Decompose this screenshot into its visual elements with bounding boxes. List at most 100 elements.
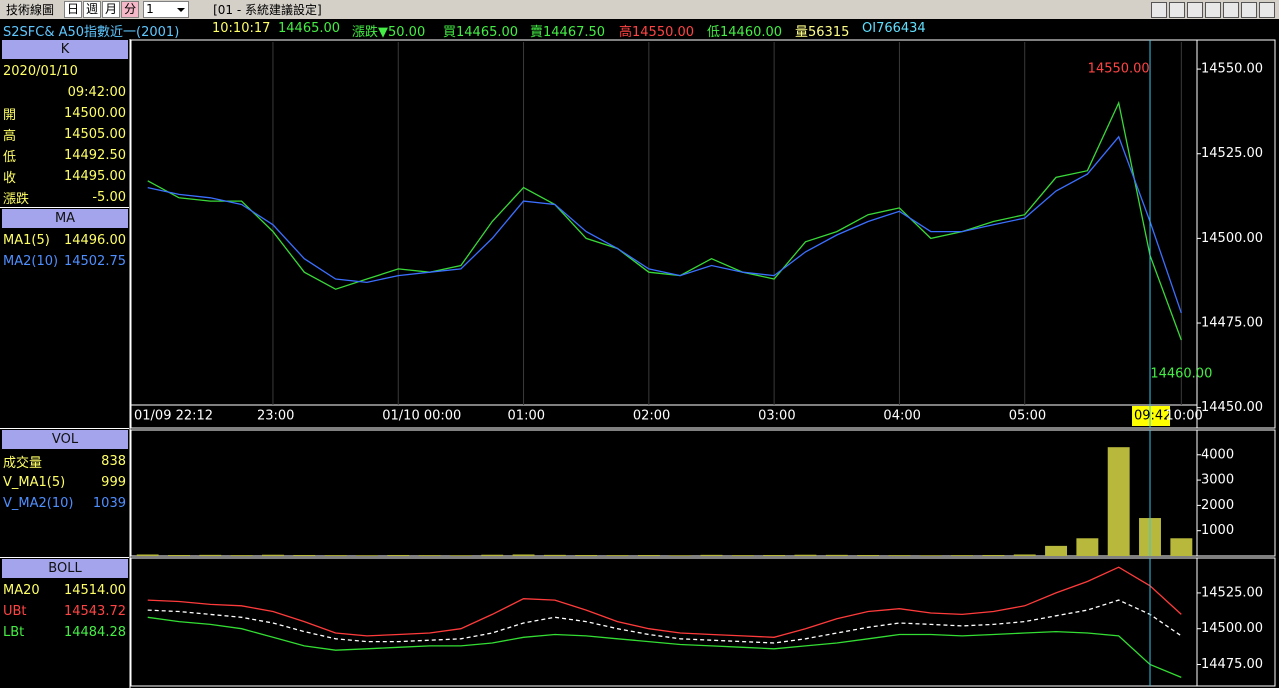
bar [1170, 538, 1193, 556]
row-label: MA1(5) [3, 233, 50, 248]
row-value: 1039 [92, 496, 126, 511]
btn[interactable] [1169, 2, 1185, 18]
quote-item: 賣14467.50 [530, 25, 606, 40]
panel-row: 成交量 838 [3, 451, 126, 472]
row-label: 收 [3, 171, 17, 186]
panel-row: MA1(5) 14496.00 [3, 230, 126, 251]
bar [449, 555, 472, 556]
window-buttons [1151, 2, 1275, 18]
quote-item: 買14465.00 [443, 25, 519, 40]
annotation: 14460.00 [1150, 366, 1212, 381]
panel-row: 2020/01/10 [3, 61, 126, 82]
bar [230, 555, 253, 556]
bar [794, 554, 817, 556]
btn[interactable] [1241, 2, 1257, 18]
row-label: 2020/01/10 [3, 64, 78, 79]
row-value: 09:42:00 [67, 85, 126, 100]
row-value: 999 [101, 475, 126, 490]
bar [418, 555, 441, 556]
row-label: 高 [3, 129, 17, 144]
quote-item: 量56315 [795, 25, 850, 40]
btn[interactable] [1187, 2, 1203, 18]
y-tick-label: 3000 [1201, 473, 1234, 488]
bar [199, 554, 222, 556]
quote-item: 漲跌▼50.00 [352, 25, 426, 40]
row-value: 838 [101, 454, 126, 469]
y-tick-label: 14475.00 [1201, 657, 1263, 672]
quote-item: 高14550.00 [619, 25, 695, 40]
panel-row: 漲跌 -5.00 [3, 187, 126, 208]
row-value: 14514.00 [63, 583, 126, 598]
bar [261, 554, 284, 556]
panel-row: 低 14492.50 [3, 145, 126, 166]
x-tick-label: 05:00 [1009, 409, 1046, 424]
separator [0, 428, 129, 429]
info-panel: K 2020/01/10 09:42:00 開 14500.00 高 14505.00 低 14… [0, 39, 129, 688]
y-tick-label: 14525.00 [1201, 585, 1263, 600]
panel-header: VOL [2, 430, 128, 449]
row-label: V_MA1(5) [3, 475, 66, 490]
bar [324, 555, 347, 556]
btn[interactable] [1151, 2, 1167, 18]
btn[interactable] [1259, 2, 1275, 18]
y-tick-label: 14550.00 [1201, 62, 1263, 77]
panel-row: V_MA2(10) 1039 [3, 493, 126, 514]
bar [857, 554, 880, 556]
series-line [147, 616, 1182, 679]
row-value: 14502.75 [63, 254, 126, 269]
panel-row: 高 14505.00 [3, 124, 126, 145]
bar [512, 554, 535, 556]
x-tick-label: 02:00 [633, 409, 670, 424]
y-tick-label: 14500.00 [1201, 231, 1263, 246]
setting-label[interactable]: [01 - 系統建議設定] [213, 3, 322, 17]
row-value: 14484.28 [63, 625, 126, 640]
bar [951, 555, 974, 556]
bar [1045, 545, 1068, 556]
annotation: 14550.00 [1088, 62, 1150, 77]
row-label: 成交量 [3, 456, 43, 471]
quote-bar: S2SFC& A50指數近一(2001) 10:10:17 14465.00 漲跌▼5… [0, 19, 1279, 40]
period-button[interactable]: 週 [83, 1, 102, 18]
panel-frame [130, 429, 1276, 557]
row-label: 漲跌 [3, 192, 30, 207]
quote-item: S2SFC& A50指數近一(2001) [3, 25, 180, 40]
bar [575, 554, 598, 556]
period-button[interactable]: 日 [64, 1, 83, 18]
x-tick-label: 09:42 [1134, 409, 1171, 424]
series-line [147, 566, 1182, 638]
panel-header: MA [2, 209, 128, 228]
quote-item: OI766434 [862, 21, 926, 36]
row-label: MA20 [3, 583, 40, 598]
x-tick-label: 23:00 [257, 409, 294, 424]
bar [700, 554, 723, 556]
bar [888, 555, 911, 556]
bar [982, 554, 1005, 556]
bar [168, 554, 190, 556]
interval-select[interactable]: 1 [143, 1, 190, 18]
separator [0, 207, 129, 208]
period-button[interactable]: 分 [121, 1, 140, 18]
bar [669, 555, 692, 556]
row-label: 開 [3, 108, 17, 123]
row-value: 14543.72 [63, 604, 126, 619]
bar [1013, 554, 1036, 556]
bar [825, 554, 848, 556]
period-group: 日週月分 [64, 1, 140, 18]
quote-item: 10:10:17 [212, 21, 271, 36]
row-label: 低 [3, 150, 17, 165]
btn[interactable] [1223, 2, 1239, 18]
bar [481, 554, 504, 556]
btn[interactable] [1205, 2, 1221, 18]
bar [355, 555, 378, 556]
bar [543, 554, 566, 556]
period-button[interactable]: 月 [102, 1, 121, 18]
y-tick-label: 1000 [1201, 523, 1234, 538]
toolbar-title: 技術線圖 [6, 3, 55, 17]
row-label: UBt [3, 604, 27, 619]
row-value: -5.00 [92, 190, 126, 205]
x-tick-label: 04:00 [883, 409, 920, 424]
bar [1076, 538, 1099, 556]
quote-item: 14465.00 [278, 21, 341, 36]
x-tick-label: 03:00 [758, 409, 795, 424]
panel-frame [130, 39, 1276, 429]
